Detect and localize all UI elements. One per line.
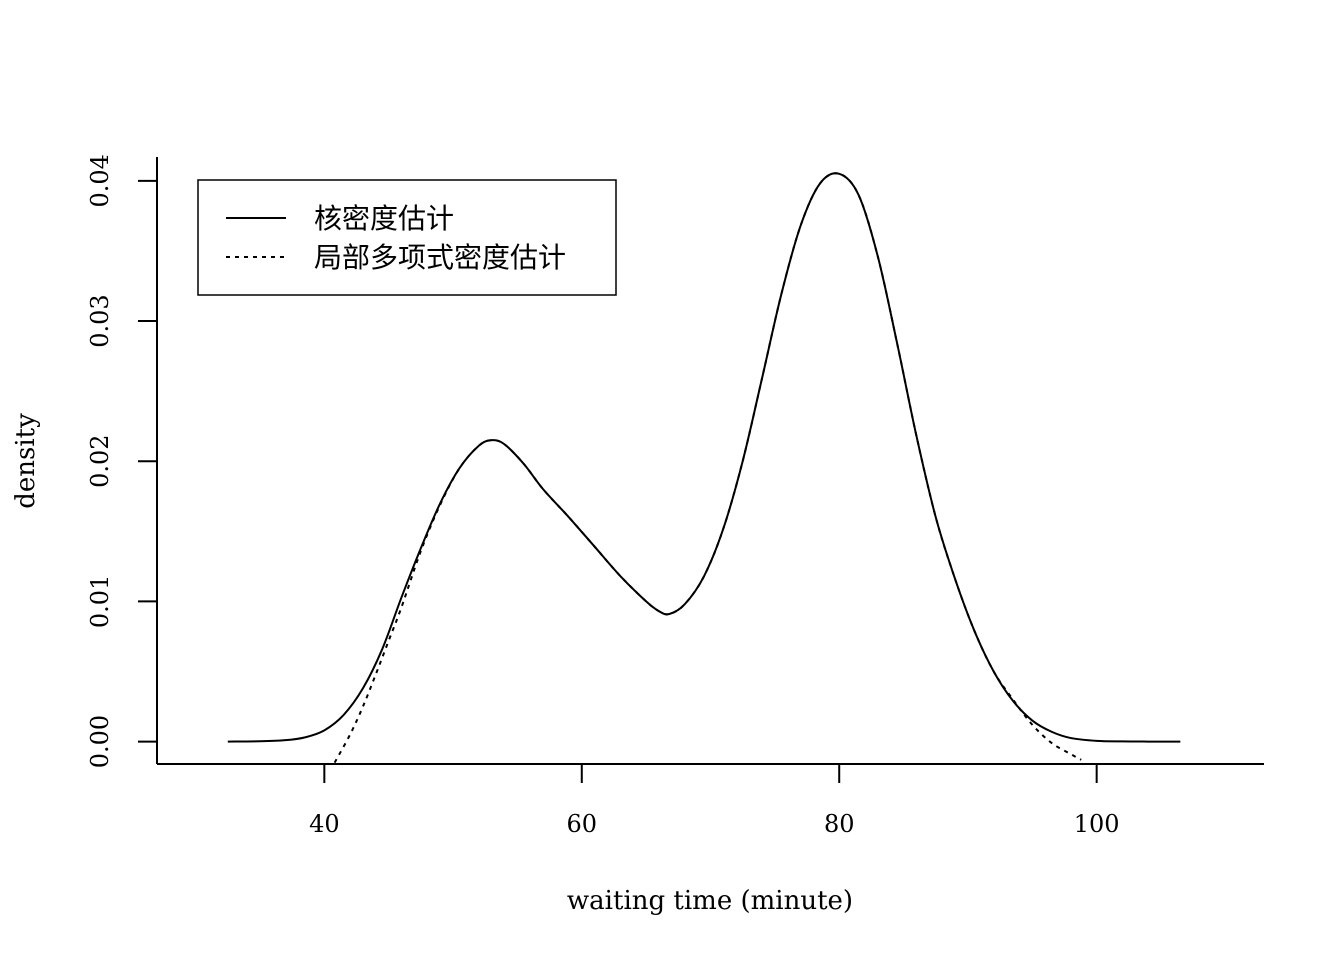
legend-label-kde: 核密度估计: [314, 202, 454, 235]
x-tick-label: 40: [309, 810, 340, 838]
y-tick-label: 0.03: [86, 294, 114, 347]
y-tick-label: 0.02: [86, 434, 114, 487]
local-poly-series-line: [333, 172, 1082, 764]
y-tick-label: 0.01: [86, 575, 114, 628]
x-axis-title: waiting time (minute): [567, 886, 853, 916]
y-axis-ticks: 0.00 0.01 0.02 0.03 0.04: [86, 154, 157, 768]
x-tick-label: 60: [567, 810, 598, 838]
y-tick-label: 0.04: [86, 154, 114, 207]
x-axis-ticks: 40 60 80 100: [309, 764, 1120, 838]
x-tick-label: 80: [824, 810, 855, 838]
legend-box: [197, 179, 617, 296]
axes: 40 60 80 100 0.00 0.01 0.02 0.03 0.04: [86, 154, 1264, 838]
y-tick-label: 0.00: [86, 715, 114, 768]
legend: 核密度估计 局部多项式密度估计: [197, 179, 617, 296]
series-layer: [227, 172, 1181, 764]
legend-label-local-poly: 局部多项式密度估计: [314, 241, 566, 274]
x-tick-label: 100: [1074, 810, 1120, 838]
y-axis-title: density: [11, 413, 41, 509]
